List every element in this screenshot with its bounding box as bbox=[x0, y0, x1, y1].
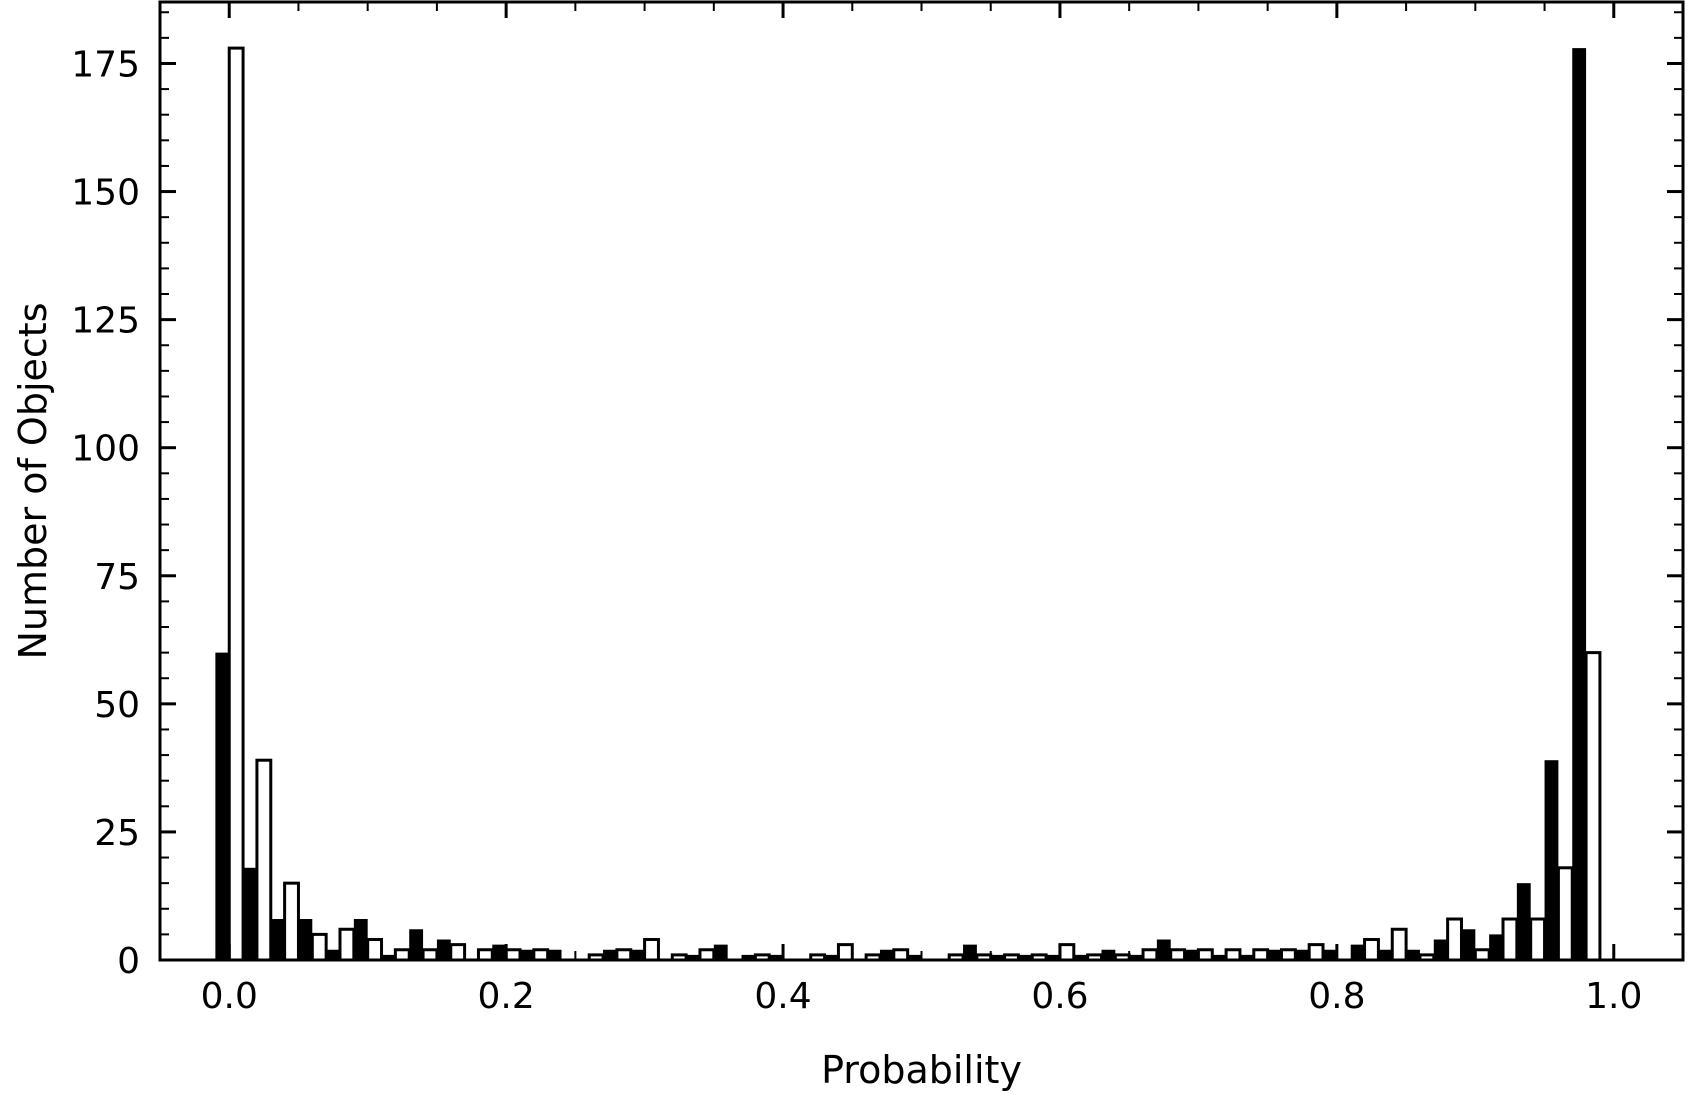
bar-open-10 bbox=[506, 950, 520, 960]
bar-filled-14 bbox=[603, 950, 617, 960]
bar-open-38 bbox=[1281, 950, 1295, 960]
y-tick-label-0: 0 bbox=[117, 941, 140, 982]
bar-filled-49 bbox=[1572, 48, 1586, 960]
y-tick-label-4: 100 bbox=[71, 429, 140, 470]
x-tick-label-5: 1.0 bbox=[1585, 976, 1642, 1017]
bar-open-14 bbox=[617, 950, 631, 960]
bar-filled-46 bbox=[1489, 934, 1503, 960]
bars-layer bbox=[215, 48, 1600, 960]
bar-open-45 bbox=[1475, 950, 1489, 960]
bar-filled-15 bbox=[631, 950, 645, 960]
bar-filled-0 bbox=[215, 653, 229, 960]
bar-open-34 bbox=[1171, 950, 1185, 960]
bar-filled-44 bbox=[1434, 940, 1448, 960]
bar-open-36 bbox=[1226, 950, 1240, 960]
bar-open-9 bbox=[478, 950, 492, 960]
y-tick-label-5: 125 bbox=[71, 301, 140, 342]
bar-filled-38 bbox=[1268, 950, 1282, 960]
y-tick-label-2: 50 bbox=[94, 685, 140, 726]
bar-filled-24 bbox=[880, 950, 894, 960]
bar-filled-18 bbox=[714, 945, 728, 960]
bar-open-37 bbox=[1254, 950, 1268, 960]
labels-layer: 0.0 0.2 0.4 0.6 0.8 1.0 0 25 50 75 100 125 150 175 bbox=[71, 44, 1642, 1017]
bar-open-0 bbox=[229, 48, 243, 960]
x-tick-label-0: 0.0 bbox=[201, 976, 258, 1017]
x-axis-title: Probability bbox=[821, 1048, 1022, 1092]
bar-open-2 bbox=[285, 883, 299, 960]
bar-filled-27 bbox=[963, 945, 977, 960]
bar-filled-7 bbox=[409, 929, 423, 960]
y-axis-title: Number of Objects bbox=[11, 303, 55, 660]
bar-open-15 bbox=[645, 940, 659, 960]
x-tick-label-3: 0.6 bbox=[1031, 976, 1088, 1017]
y-tick-label-1: 25 bbox=[94, 813, 140, 854]
x-tick-label-2: 0.4 bbox=[754, 976, 811, 1017]
x-tick-label-1: 0.2 bbox=[478, 976, 535, 1017]
bar-open-17 bbox=[700, 950, 714, 960]
y-tick-label-6: 150 bbox=[71, 173, 140, 214]
ticks-layer bbox=[160, 2, 1683, 960]
bar-open-5 bbox=[368, 940, 382, 960]
y-tick-label-7: 175 bbox=[71, 44, 140, 85]
bar-filled-47 bbox=[1517, 883, 1531, 960]
x-tick-label-4: 0.8 bbox=[1308, 976, 1365, 1017]
bar-filled-1 bbox=[243, 868, 257, 960]
y-tick-label-3: 75 bbox=[94, 557, 140, 598]
bar-filled-39 bbox=[1295, 950, 1309, 960]
bar-open-24 bbox=[894, 950, 908, 960]
bar-filled-12 bbox=[548, 950, 562, 960]
bar-open-8 bbox=[451, 945, 465, 960]
bar-open-11 bbox=[534, 950, 548, 960]
bar-open-44 bbox=[1448, 919, 1462, 960]
bar-open-3 bbox=[312, 934, 326, 960]
bar-filled-45 bbox=[1461, 929, 1475, 960]
bar-open-49 bbox=[1586, 653, 1600, 960]
plot-frame bbox=[160, 2, 1683, 960]
bar-open-39 bbox=[1309, 945, 1323, 960]
bar-filled-11 bbox=[520, 950, 534, 960]
bar-open-35 bbox=[1198, 950, 1212, 960]
bar-open-4 bbox=[340, 929, 354, 960]
bar-filled-48 bbox=[1545, 760, 1559, 960]
bar-filled-32 bbox=[1101, 950, 1115, 960]
bar-open-22 bbox=[838, 945, 852, 960]
bar-filled-43 bbox=[1406, 950, 1420, 960]
bar-open-41 bbox=[1365, 940, 1379, 960]
bar-filled-8 bbox=[437, 940, 451, 960]
bar-open-1 bbox=[257, 760, 271, 960]
bar-filled-40 bbox=[1323, 950, 1337, 960]
bar-open-46 bbox=[1503, 919, 1517, 960]
bar-open-42 bbox=[1392, 929, 1406, 960]
bar-filled-34 bbox=[1157, 940, 1171, 960]
bar-open-7 bbox=[423, 950, 437, 960]
bar-open-30 bbox=[1060, 945, 1074, 960]
bar-open-6 bbox=[395, 950, 409, 960]
bar-filled-5 bbox=[354, 919, 368, 960]
bar-open-33 bbox=[1143, 950, 1157, 960]
bar-filled-35 bbox=[1185, 950, 1199, 960]
bar-filled-42 bbox=[1378, 950, 1392, 960]
bar-filled-10 bbox=[492, 945, 506, 960]
bar-open-47 bbox=[1531, 919, 1545, 960]
bar-filled-4 bbox=[326, 950, 340, 960]
bar-open-48 bbox=[1558, 868, 1572, 960]
bar-filled-41 bbox=[1351, 945, 1365, 960]
bar-filled-2 bbox=[271, 919, 285, 960]
bar-filled-3 bbox=[298, 919, 312, 960]
